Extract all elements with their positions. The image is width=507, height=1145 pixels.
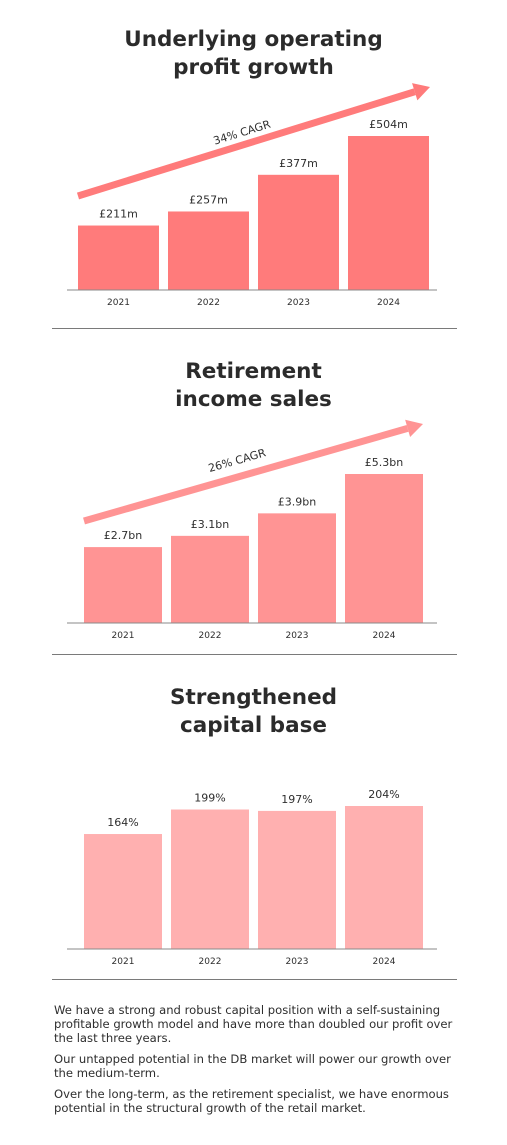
bar-2022 xyxy=(168,211,249,290)
bar-2023 xyxy=(258,513,336,623)
category-label: 2024 xyxy=(373,631,396,641)
bar-2022 xyxy=(171,535,249,623)
bar-2021 xyxy=(78,225,159,290)
bar-value-label: £2.7bn xyxy=(104,529,142,542)
bar-value-label: £3.1bn xyxy=(191,518,229,531)
category-label: 2024 xyxy=(377,298,400,308)
section-divider xyxy=(52,654,457,655)
category-label: 2023 xyxy=(286,957,309,967)
chart-title-retirement: Retirement income sales xyxy=(0,358,507,414)
bar-value-label: 204% xyxy=(368,788,399,801)
chart-title-line: Retirement xyxy=(185,359,322,384)
bar-value-label: £5.3bn xyxy=(365,456,403,469)
bar-value-label: £211m xyxy=(99,208,138,221)
bar-value-label: £377m xyxy=(279,157,318,170)
chart-title-capital: Strengthened capital base xyxy=(0,684,507,740)
category-label: 2021 xyxy=(107,298,130,308)
bar-2023 xyxy=(258,174,339,290)
section-divider xyxy=(52,979,457,980)
bar-value-label: £257m xyxy=(189,193,228,206)
summary-paragraph: Our untapped potential in the DB market … xyxy=(54,1052,451,1080)
bar-2024 xyxy=(348,136,429,290)
category-label: 2021 xyxy=(112,631,135,641)
bar-chart-retirement: 26% CAGR£2.7bn2021£3.1bn2022£3.9bn2023£5… xyxy=(67,419,437,641)
cagr-arrow-head xyxy=(412,83,430,101)
bar-2021 xyxy=(84,547,162,623)
bar-2023 xyxy=(258,810,336,949)
chart-title-line: income sales xyxy=(175,387,332,412)
bar-2022 xyxy=(171,809,249,949)
cagr-arrow-shaft xyxy=(76,88,416,200)
bar-2024 xyxy=(345,474,423,623)
bar-value-label: £3.9bn xyxy=(278,495,316,508)
bar-value-label: £504m xyxy=(369,118,408,131)
category-label: 2023 xyxy=(287,298,310,308)
bar-2024 xyxy=(345,806,423,949)
bar-chart-capital: 164% 2021 199% 2022 197% 2023 204% 2024 xyxy=(67,788,437,967)
category-label: 2024 xyxy=(373,957,396,967)
category-label: 2022 xyxy=(199,957,222,967)
chart-title-line: capital base xyxy=(180,713,327,738)
chart-title-line: Underlying operating xyxy=(124,27,383,52)
bar-value-label: 164% xyxy=(107,816,138,829)
category-label: 2022 xyxy=(197,298,220,308)
section-divider xyxy=(52,328,457,329)
chart-title-profit: Underlying operating profit growth xyxy=(0,26,507,82)
category-label: 2023 xyxy=(286,631,309,641)
cagr-arrow-head xyxy=(405,419,423,438)
cagr-arrow-shaft xyxy=(83,425,409,525)
category-label: 2021 xyxy=(112,957,135,967)
bar-chart-profit: 34% CAGR£211m2021£257m2022£377m2023£504m… xyxy=(67,83,437,308)
category-label: 2022 xyxy=(199,631,222,641)
bar-value-label: 197% xyxy=(281,793,312,806)
bar-2021 xyxy=(84,834,162,949)
summary-text: We have a strong and robust capital posi… xyxy=(54,1003,464,1122)
chart-title-line: Strengthened xyxy=(169,685,338,710)
bar-value-label: 199% xyxy=(194,792,225,805)
summary-paragraph: Over the long-term, as the retirement sp… xyxy=(54,1087,449,1115)
summary-paragraph: We have a strong and robust capital posi… xyxy=(54,1003,453,1045)
chart-title-line: profit growth xyxy=(173,55,334,80)
